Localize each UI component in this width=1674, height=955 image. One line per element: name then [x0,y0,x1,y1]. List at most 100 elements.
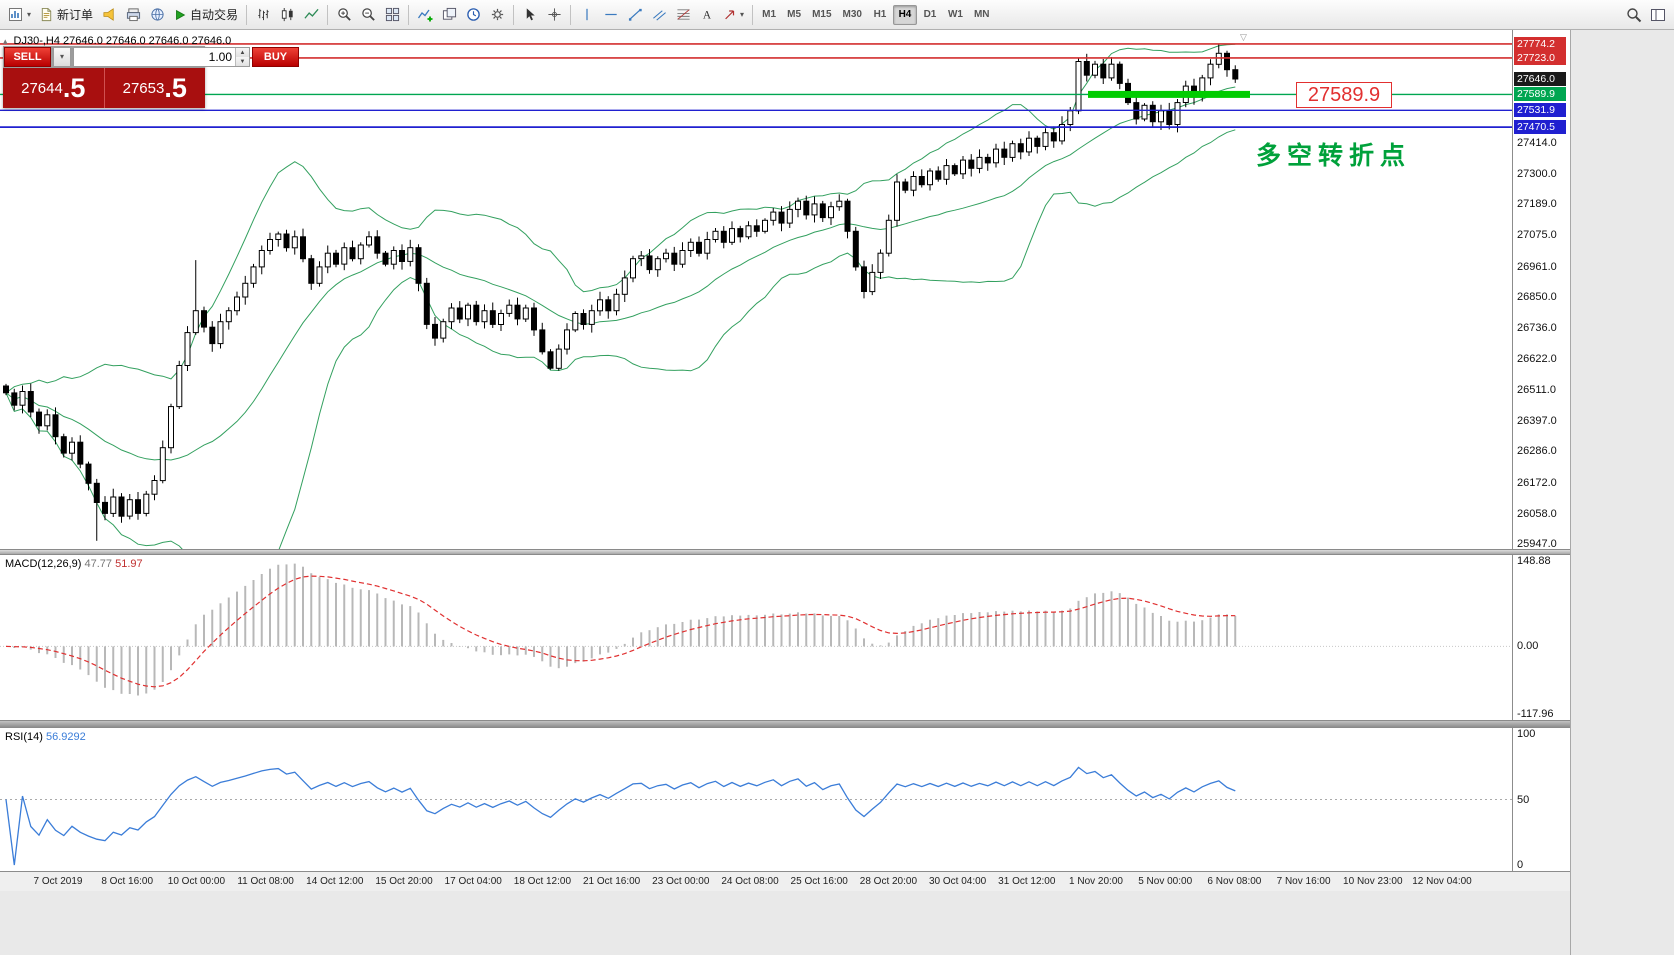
price-plot: ▴ DJ30-,H4 27646.0 27646.0 27646.0 27646… [0,30,1512,549]
horizontal-line-tool-button[interactable] [599,3,623,27]
buy-button[interactable]: BUY [252,47,299,67]
macd-axis-label: -117.96 [1517,708,1554,720]
macd-chart[interactable] [0,555,1512,720]
toolbar-separator [570,4,572,25]
line-chart-button[interactable] [299,3,323,27]
market-watch-button[interactable] [97,3,121,27]
timeframe-toolbar: M1 M5 M15 M30 H1 H4 D1 W1 MN [757,4,995,25]
macd-name: MACD(12,26,9) [5,558,82,570]
sell-button[interactable]: SELL [4,47,51,67]
crosshair-button[interactable] [542,3,566,27]
pane-splitter[interactable] [0,549,1570,555]
gear-icon [490,7,505,22]
timeframe-button-w1[interactable]: W1 [943,5,968,25]
cursor-button[interactable] [518,3,542,27]
price-chart[interactable] [0,30,1512,549]
time-axis-label: 28 Oct 20:00 [859,876,918,887]
turning-point-annotation[interactable]: 多空转折点 [1256,142,1412,170]
volume-down-button[interactable]: ▼ [236,57,249,66]
price-axis-label: 27075.0 [1517,229,1557,242]
macd-plot: MACD(12,26,9) 47.77 51.97 [0,555,1512,720]
bar-chart-button[interactable] [251,3,275,27]
arrow-icon [723,7,737,22]
pane-splitter[interactable] [0,720,1570,728]
collapse-panel-icon[interactable]: ▴ [3,35,8,46]
trendline-icon [628,7,643,22]
arrows-tool-button[interactable]: ▾ [719,3,748,27]
price-axis-label: 27189.0 [1517,198,1557,211]
auto-trading-label: 自动交易 [190,8,239,22]
volume-dropdown-button[interactable]: ▾ [53,47,71,67]
panels-button[interactable] [1646,3,1670,27]
rsi-name: RSI(14) [5,731,43,743]
bottom-filler [0,891,1570,955]
price-axis-label: 26172.0 [1517,476,1557,489]
timeframe-button-h1[interactable]: H1 [868,5,892,25]
caret-down-icon: ▾ [27,9,32,19]
indicators-button[interactable] [413,3,437,27]
macd-main-value: 47.77 [84,558,113,570]
sell-price-button[interactable]: 27644.5 [3,68,104,108]
timeframe-button-m30[interactable]: M30 [838,5,867,25]
time-axis-label: 12 Nov 04:00 [1412,876,1472,887]
timeframe-button-d1[interactable]: D1 [918,5,942,25]
volume-input[interactable] [74,48,235,66]
symbol-info-row: ▴ DJ30-,H4 27646.0 27646.0 27646.0 27646… [3,35,231,47]
rsi-value: 56.9292 [45,731,86,743]
chart-shift-marker-icon[interactable]: ▽ [1240,32,1247,42]
chart-settings-button[interactable] [485,3,509,27]
time-axis-label: 11 Oct 08:00 [237,876,294,887]
time-axis-label: 17 Oct 04:00 [444,876,502,887]
new-order-button[interactable]: 新订单 [35,3,97,27]
panels-icon [1650,7,1666,23]
toolbar-separator [246,4,248,25]
trendline-tool-button[interactable] [623,3,647,27]
timeframe-button-m15[interactable]: M15 [807,5,836,25]
zoom-out-button[interactable] [356,3,380,27]
timeframe-button-mn[interactable]: MN [969,5,995,25]
time-axis-label: 8 Oct 16:00 [101,876,154,887]
rsi-chart[interactable] [0,728,1512,871]
windows-button[interactable] [437,3,461,27]
timeframe-button-h4[interactable]: H4 [892,4,917,25]
search-icon [1626,7,1642,23]
vertical-line-tool-button[interactable] [575,3,599,27]
price-axis-label: 26397.0 [1517,415,1557,428]
search-button[interactable] [1622,3,1646,27]
price-pane: ▴ DJ30-,H4 27646.0 27646.0 27646.0 27646… [0,30,1570,550]
channel-tool-button[interactable] [647,3,671,27]
zoom-in-button[interactable] [332,3,356,27]
price-annotation-box[interactable]: 27589.9 [1296,82,1392,108]
tile-windows-button[interactable] [380,3,404,27]
buy-price-button[interactable]: 27653.5 [105,68,206,108]
price-axis-label: 27300.0 [1517,167,1557,180]
toolbar-separator [408,4,410,25]
timeframe-button-m1[interactable]: M1 [757,5,781,25]
clock-button[interactable] [461,3,485,27]
price-axis-label: 27414.0 [1517,136,1557,149]
chart-window: ▴ DJ30-,H4 27646.0 27646.0 27646.0 27646… [0,30,1570,955]
sell-price-main: 27644 [21,79,63,97]
print-button[interactable] [121,3,145,27]
svg-text:A: A [703,9,712,21]
price-axis-label: 26850.0 [1517,291,1557,304]
fibonacci-tool-button[interactable] [671,3,695,27]
rsi-plot: RSI(14) 56.9292 [0,728,1512,871]
line-chart-icon [303,7,319,22]
candlestick-chart-button[interactable] [275,3,299,27]
text-tool-button[interactable]: A [695,3,719,27]
time-axis-label: 23 Oct 00:00 [652,876,710,887]
buy-price-main: 27653 [122,79,165,97]
timeframe-button-m5[interactable]: M5 [782,5,806,25]
new-chart-button[interactable]: ▾ [4,3,35,27]
auto-trading-button[interactable]: 自动交易 [169,3,242,27]
price-tag: 27774.2 [1514,36,1566,51]
time-axis-label: 10 Oct 00:00 [167,876,226,887]
crosshair-icon [547,7,562,22]
toolbar-separator [327,4,329,25]
fibonacci-icon [676,7,691,22]
volume-up-button[interactable]: ▲ [236,48,249,57]
time-axis-label: 7 Oct 2019 [33,876,83,887]
time-axis-label: 25 Oct 16:00 [790,876,848,887]
refresh-button[interactable] [145,3,169,27]
